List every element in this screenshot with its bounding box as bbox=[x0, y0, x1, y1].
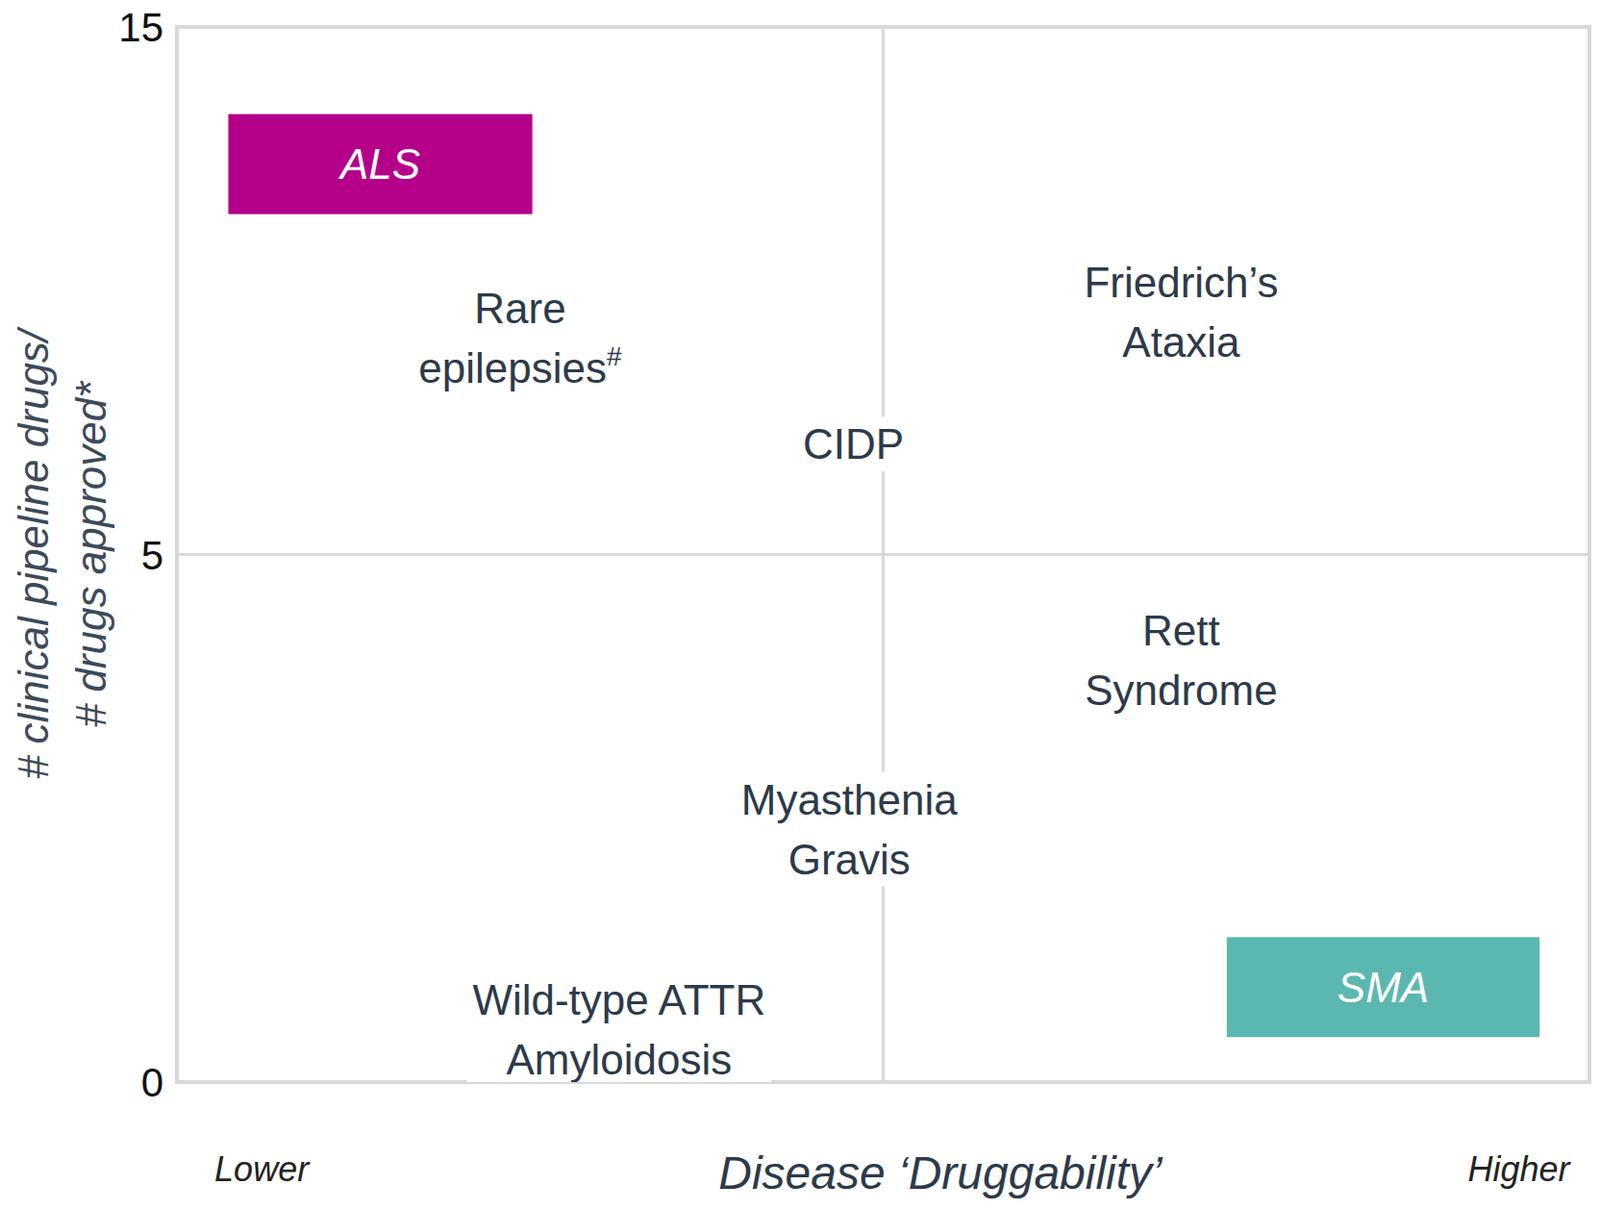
points: ALS Rare epilepsies# Friedrich’s Ataxia CIDP R… bbox=[227, 114, 1540, 1082]
label-line: Rare bbox=[474, 284, 566, 332]
label-bg bbox=[1077, 254, 1284, 370]
label-line: Amyloidosis bbox=[505, 1035, 732, 1082]
label-line: CIDP bbox=[802, 420, 904, 468]
point-text: CIDP bbox=[802, 420, 904, 468]
point-label: ALS bbox=[227, 114, 532, 215]
point-text: Wild-type ATTR Amyloidosis bbox=[472, 975, 766, 1082]
label-bg bbox=[797, 416, 910, 472]
point-label: Myasthenia Gravis bbox=[735, 772, 965, 887]
grid-line bbox=[881, 26, 885, 1082]
label-line: Wild-type ATTR bbox=[472, 975, 766, 1024]
annotation: Lower bbox=[214, 1149, 311, 1189]
axis-title: Disease ‘Druggability’ bbox=[718, 1147, 1164, 1199]
label-bg bbox=[412, 280, 628, 396]
point-text: SMA bbox=[1337, 963, 1429, 1011]
point-text: Myasthenia Gravis bbox=[741, 775, 959, 883]
superscript: # bbox=[606, 341, 623, 372]
label-box bbox=[227, 114, 532, 215]
label-line: epilepsies bbox=[418, 344, 607, 392]
plot-frame bbox=[176, 26, 1590, 1082]
tick-label: 15 bbox=[118, 4, 164, 50]
point-label: SMA bbox=[1226, 936, 1540, 1037]
label-line: Friedrich’s bbox=[1083, 258, 1278, 306]
label-bg bbox=[735, 772, 965, 887]
label-line: Rett bbox=[1142, 606, 1221, 654]
label-box bbox=[1226, 936, 1540, 1037]
point-text: Rett Syndrome bbox=[1084, 606, 1278, 714]
axis-title: # clinical pipeline drugs/# drugs approv… bbox=[9, 325, 115, 779]
label-line: Ataxia bbox=[1122, 318, 1241, 366]
point-label: Friedrich’s Ataxia bbox=[1077, 254, 1284, 370]
point-text: Rare epilepsies# bbox=[418, 284, 623, 392]
tick-label: 5 bbox=[141, 532, 164, 578]
label-line: ALS bbox=[337, 140, 421, 188]
point-text: Friedrich’s Ataxia bbox=[1083, 258, 1278, 366]
label-line: SMA bbox=[1337, 963, 1429, 1011]
axis-title-line: # drugs approved* bbox=[67, 379, 115, 727]
point-label: Wild-type ATTR Amyloidosis bbox=[466, 972, 772, 1082]
chart: 0 5 15 # clinical pipeline drugs/# drugs ap… bbox=[0, 0, 1600, 1210]
label-line: Gravis bbox=[788, 835, 911, 883]
label-line: Myasthenia bbox=[741, 775, 959, 824]
label-bg bbox=[1078, 602, 1284, 718]
point-label: CIDP bbox=[797, 416, 910, 472]
point-label: Rett Syndrome bbox=[1078, 602, 1284, 718]
annotation: Higher bbox=[1468, 1149, 1573, 1189]
point-label: Rare epilepsies# bbox=[412, 280, 628, 396]
label-bg bbox=[466, 972, 772, 1082]
tick-label: 0 bbox=[141, 1059, 164, 1105]
point-text: ALS bbox=[337, 140, 421, 188]
label-line: Syndrome bbox=[1084, 666, 1278, 714]
axis-title-line: # clinical pipeline drugs/ bbox=[9, 325, 57, 779]
